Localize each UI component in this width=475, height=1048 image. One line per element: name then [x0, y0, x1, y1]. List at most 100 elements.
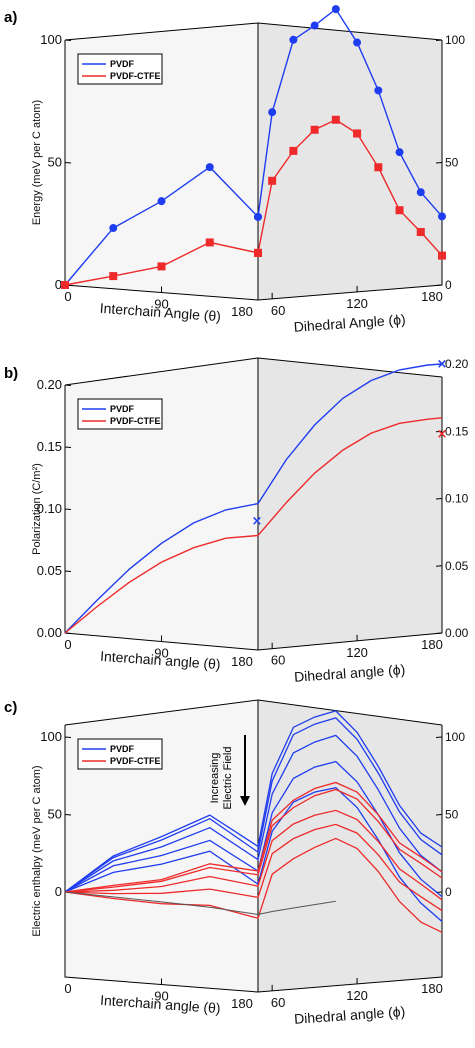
- legend-label: PVDF-CTFE: [110, 756, 161, 766]
- series-line-pvdf-ctfe: [64, 119, 443, 286]
- x-tick-label-right: 180: [421, 981, 443, 996]
- right-wall: [258, 23, 442, 300]
- y-tick-label-right: 0: [445, 278, 452, 292]
- data-point-pvdf-ctfe: [289, 146, 298, 155]
- data-point-pvdf-ctfe: [438, 251, 446, 260]
- x-tick-label-right: 120: [346, 988, 368, 1003]
- data-point-pvdf-ctfe: [416, 228, 425, 237]
- x-tick-label-left: 0: [64, 981, 71, 996]
- data-point-pvdf-ctfe: [395, 206, 404, 215]
- data-point-pvdf-ctfe: [331, 115, 340, 124]
- series-line-pvdf: [64, 717, 443, 893]
- y-tick-label-right: 50: [445, 156, 459, 170]
- y-tick-label-left: 0: [55, 884, 62, 899]
- data-point-pvdf: [268, 108, 277, 117]
- y-tick-label-left: 50: [48, 155, 62, 170]
- data-point-pvdf-ctfe: [254, 248, 262, 257]
- y-tick-label-left: 100: [40, 729, 62, 744]
- x-marker: ×: [252, 514, 263, 529]
- data-point-pvdf: [438, 212, 446, 221]
- y-tick-mark: [64, 508, 72, 510]
- x-tick-label-left: 90: [154, 646, 168, 661]
- series-line-pvdf: [64, 786, 443, 922]
- series-line-pvdf: [64, 363, 443, 634]
- x-tick-label-right: 60: [271, 995, 285, 1010]
- series-line-pvdf-ctfe: [64, 788, 443, 893]
- y-axis-title: Polarization (C/m²): [31, 463, 43, 555]
- x-tick-label-right: 60: [271, 303, 285, 318]
- x-axis-title-right: Dihedral angle (ϕ): [294, 661, 406, 685]
- x-axis-title-left: Interchain angle (θ): [100, 992, 221, 1016]
- y-axis-title: Energy (meV per C atom): [31, 100, 43, 225]
- data-point-pvdf-ctfe: [268, 176, 277, 185]
- data-point-pvdf: [109, 224, 118, 233]
- annotation-line-2: Electric Field: [222, 747, 234, 810]
- right-wall: [258, 358, 442, 650]
- series-line-pvdf: [64, 760, 443, 898]
- series-line-pvdf: [64, 710, 443, 893]
- data-point-pvdf-ctfe: [205, 238, 214, 247]
- x-axis-title-left: Interchain Angle (θ): [99, 300, 221, 324]
- x-marker: ×: [437, 357, 448, 372]
- series-line-pvdf: [64, 734, 443, 893]
- data-point-pvdf: [205, 163, 214, 172]
- series-line-pvdf-ctfe: [64, 417, 443, 634]
- left-wall: [65, 700, 258, 992]
- annotation-arrow-head: [240, 796, 250, 806]
- data-point-pvdf: [416, 188, 425, 197]
- x-tick-label-left: 0: [64, 637, 71, 652]
- data-point-pvdf-ctfe: [157, 262, 166, 271]
- panel-b: b) 0.00 0.05 0.10 0.15 0.20 0.00 0.05 0.10 0.15 0.…: [4, 357, 469, 685]
- y-tick-label-right: 100: [445, 33, 465, 47]
- y-tick-label-right: 0.20: [445, 357, 469, 371]
- data-point-pvdf-ctfe: [61, 281, 69, 289]
- y-tick-label-left: 0.05: [37, 563, 62, 578]
- y-tick-label-right: 50: [445, 808, 459, 822]
- y-tick-label-right: 0.00: [445, 626, 469, 640]
- x-axis-title-right: Dihedral angle (ϕ): [294, 1003, 406, 1027]
- x-tick-label-right: 180: [421, 289, 443, 304]
- data-point-pvdf: [254, 212, 262, 221]
- x-marker: ×: [437, 427, 448, 442]
- y-tick-label-left: 0.00: [37, 625, 62, 640]
- legend-box: [77, 53, 163, 85]
- legend-box: [77, 398, 163, 430]
- x-tick-label-left: 90: [154, 297, 168, 312]
- series-line-pvdf-ctfe: [64, 837, 443, 933]
- x-tick-label-left: 90: [154, 989, 168, 1004]
- panel-a: a) 0 50 100 0 50 100 0 90 180 60 120 180 Interchain A…: [4, 9, 465, 335]
- y-tick-mark: [64, 570, 72, 572]
- y-tick-label-right: 100: [445, 730, 465, 744]
- data-point-pvdf-ctfe: [353, 129, 362, 138]
- data-point-pvdf: [310, 21, 319, 30]
- data-point-pvdf: [289, 35, 298, 44]
- y-tick-label-left: 0.20: [37, 377, 62, 392]
- series-line-pvdf-ctfe: [64, 809, 443, 901]
- panel-c: c) 0 50 100 0 50 100 0 90 180 60 120 180 Interchain a…: [4, 699, 465, 1027]
- x-tick-label-right: 60: [271, 653, 285, 668]
- left-wall: [65, 358, 258, 650]
- annotation-line-1: Increasing: [209, 753, 221, 804]
- y-tick-label-left: 50: [48, 807, 62, 822]
- y-tick-label-left: 0: [55, 277, 62, 292]
- legend-label: PVDF: [110, 744, 135, 754]
- y-tick-mark: [64, 39, 72, 41]
- y-tick-mark: [435, 430, 443, 433]
- data-point-pvdf: [374, 86, 383, 95]
- data-point-pvdf-ctfe: [374, 163, 383, 172]
- y-tick-label-right: 0.10: [445, 492, 469, 506]
- data-point-pvdf-ctfe: [109, 272, 118, 281]
- series-line-pvdf-ctfe: [64, 781, 443, 893]
- x-axis-title-right: Dihedral Angle (ϕ): [293, 311, 406, 335]
- y-tick-label-left: 0.10: [37, 501, 62, 516]
- panel-label: a): [4, 9, 17, 26]
- y-tick-mark: [435, 162, 443, 164]
- y-tick-mark: [435, 39, 443, 41]
- y-tick-label-right: 0.15: [445, 424, 469, 438]
- x-tick-label-left: 180: [231, 304, 253, 319]
- x-axis-title-left: Interchain angle (θ): [100, 648, 221, 672]
- data-point-pvdf: [353, 38, 362, 47]
- x-tick-label-right: 120: [346, 296, 368, 311]
- y-tick-mark: [435, 814, 443, 816]
